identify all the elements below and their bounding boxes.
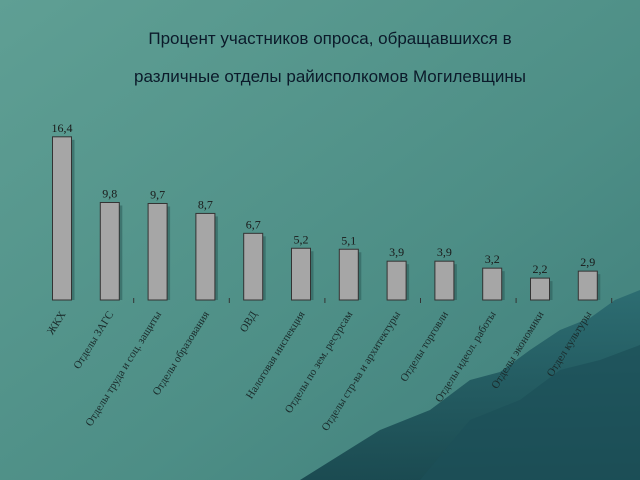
bar: [577, 270, 598, 301]
bar: [434, 260, 455, 301]
value-label: 8,7: [198, 197, 213, 211]
value-label: 3,9: [389, 245, 404, 259]
chart-title: различные отделы райисполкомов Могилевщи…: [134, 67, 526, 86]
value-label: 5,2: [294, 232, 309, 246]
bar: [195, 212, 216, 301]
value-label: 3,9: [437, 245, 452, 259]
bar: [530, 277, 550, 301]
mountains-front: [420, 345, 640, 480]
value-label: 6,7: [246, 217, 261, 231]
bar: [482, 267, 503, 301]
bar: [99, 201, 120, 301]
bar: [338, 248, 359, 301]
value-label: 9,8: [102, 186, 117, 200]
value-label: 2,2: [533, 262, 548, 276]
bar: [147, 202, 168, 301]
value-label: 3,2: [485, 252, 500, 266]
value-label: 9,7: [150, 187, 165, 201]
bar: [243, 232, 264, 301]
value-label: 2,9: [580, 255, 595, 269]
bar: [386, 260, 407, 301]
value-label: 5,1: [341, 233, 356, 247]
bar: [52, 136, 72, 301]
bar: [291, 247, 311, 301]
value-label: 16,4: [52, 121, 73, 135]
chart-title: Процент участников опроса, обращавшихся …: [148, 29, 511, 48]
